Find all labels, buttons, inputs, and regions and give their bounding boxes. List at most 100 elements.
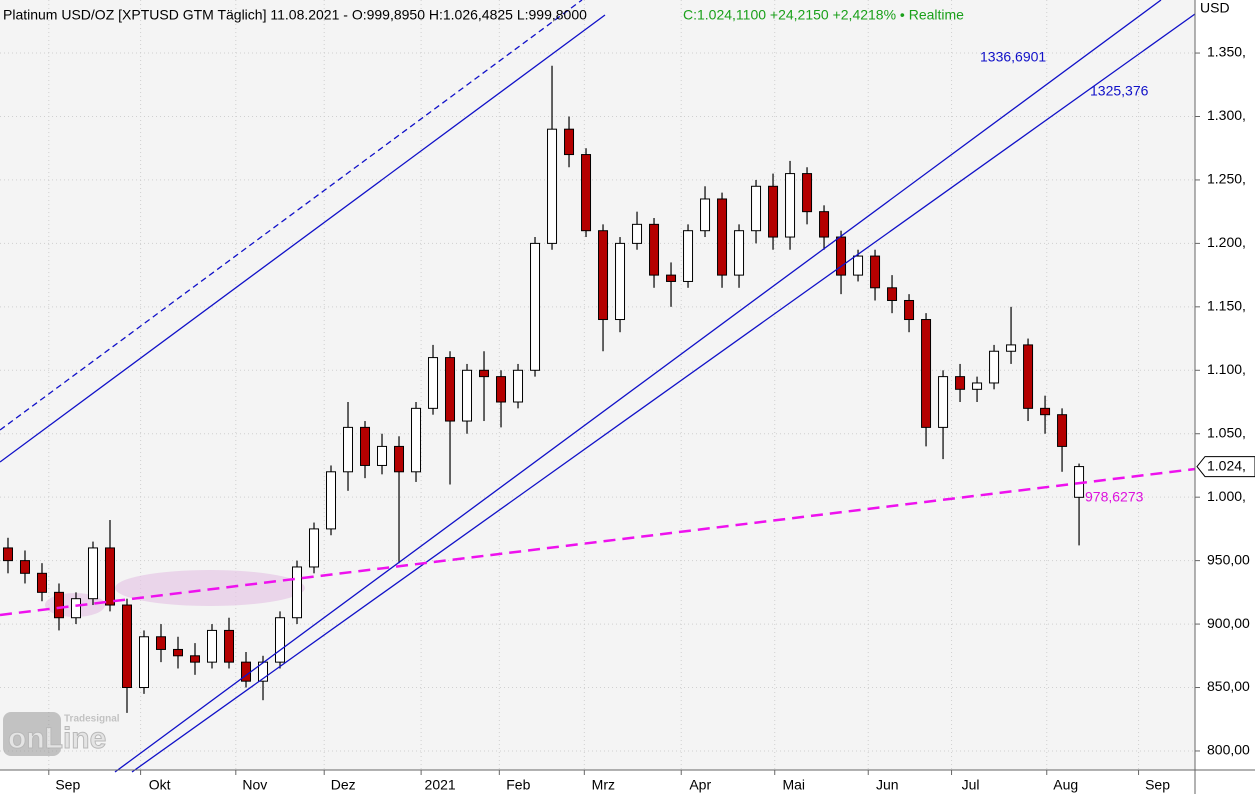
candle-body bbox=[564, 128, 575, 156]
candle-body bbox=[173, 648, 184, 657]
watermark-box bbox=[3, 712, 61, 756]
last-price-label: 1.024, bbox=[1207, 457, 1246, 473]
candle-body bbox=[1006, 344, 1017, 352]
candle-body bbox=[700, 198, 711, 232]
y-tick-label: 1.350, bbox=[1207, 44, 1246, 60]
candle-body bbox=[309, 528, 320, 568]
candle-body bbox=[224, 629, 235, 663]
y-tick-label: 1.000, bbox=[1207, 488, 1246, 504]
candle-body bbox=[292, 566, 303, 619]
candle-body bbox=[632, 223, 643, 244]
candle-body bbox=[121, 604, 132, 689]
candle-body bbox=[360, 426, 371, 466]
y-tick-label: 850,00 bbox=[1207, 678, 1250, 694]
candle-body bbox=[496, 376, 507, 403]
candle-body bbox=[2, 547, 13, 562]
candle-body bbox=[394, 445, 405, 473]
candle-body bbox=[836, 236, 847, 276]
candle-body bbox=[972, 382, 983, 390]
y-tick-label: 800,00 bbox=[1207, 742, 1250, 758]
candle-body bbox=[581, 154, 592, 232]
x-tick-label: Apr bbox=[689, 777, 711, 793]
x-tick-label: Mrz bbox=[592, 777, 615, 793]
candle-body bbox=[513, 369, 524, 403]
candle-body bbox=[921, 319, 932, 428]
candle-body bbox=[768, 185, 779, 238]
annotation: 978,6273 bbox=[1085, 489, 1144, 505]
y-axis-label: USD bbox=[1200, 0, 1230, 16]
candle-body bbox=[819, 211, 830, 238]
candle-body bbox=[1040, 407, 1051, 416]
candle-body bbox=[207, 629, 218, 663]
candle-body bbox=[190, 655, 201, 663]
x-tick-label: Jun bbox=[876, 777, 899, 793]
annotation: 1336,6901 bbox=[980, 49, 1046, 65]
candle-body bbox=[547, 128, 558, 244]
x-tick-label: Sep bbox=[55, 777, 80, 793]
candle-body bbox=[1057, 414, 1068, 447]
candle-body bbox=[104, 547, 115, 606]
candle-body bbox=[530, 242, 541, 371]
y-axis-area bbox=[1195, 0, 1255, 794]
candle-body bbox=[53, 591, 64, 619]
candle-body bbox=[802, 173, 813, 213]
candle-body bbox=[19, 560, 30, 574]
candle-body bbox=[649, 223, 660, 276]
plot-area bbox=[0, 0, 1195, 770]
candle-body bbox=[377, 445, 388, 466]
candle-body bbox=[955, 376, 966, 390]
channel-line bbox=[0, 14, 606, 463]
candle-body bbox=[683, 230, 694, 282]
x-tick-label: Okt bbox=[149, 777, 171, 793]
x-axis-area bbox=[0, 770, 1255, 794]
candle-body bbox=[87, 547, 98, 600]
candle-body bbox=[938, 376, 949, 428]
candle-body bbox=[462, 369, 473, 422]
channel-line bbox=[0, 0, 583, 431]
y-tick-label: 1.250, bbox=[1207, 171, 1246, 187]
candle-body bbox=[989, 350, 1000, 384]
candle-body bbox=[615, 242, 626, 321]
candle-body bbox=[428, 357, 439, 409]
x-tick-label: Aug bbox=[1053, 777, 1078, 793]
candle-body bbox=[853, 255, 864, 276]
candle-body bbox=[479, 369, 490, 378]
candle-body bbox=[734, 230, 745, 276]
y-tick-label: 950,00 bbox=[1207, 551, 1250, 567]
candle-body bbox=[870, 255, 881, 289]
candle-body bbox=[598, 230, 609, 321]
candle-body bbox=[785, 173, 796, 238]
candle-body bbox=[887, 287, 898, 301]
candle-body bbox=[904, 299, 915, 321]
candle-body bbox=[36, 572, 47, 593]
candle-body bbox=[666, 274, 677, 282]
trend-line bbox=[114, 0, 1162, 773]
watermark: Tradesignal onLine bbox=[3, 712, 120, 756]
x-tick-label: Dez bbox=[331, 777, 356, 793]
trend-line bbox=[131, 13, 1196, 773]
candle-body bbox=[138, 636, 149, 689]
x-tick-label: 2021 bbox=[425, 777, 456, 793]
watermark-text: onLine bbox=[8, 722, 106, 755]
annotation: 1325,376 bbox=[1090, 83, 1149, 99]
highlight bbox=[115, 570, 305, 606]
candle-body bbox=[751, 185, 762, 232]
candle-body bbox=[275, 617, 286, 663]
candle-body bbox=[155, 636, 166, 650]
y-tick-label: 1.100, bbox=[1207, 361, 1246, 377]
x-tick-label: Jul bbox=[962, 777, 980, 793]
chart-subtitle: C:1.024,1100 +24,2150 +2,4218% • Realtim… bbox=[683, 7, 964, 23]
candle-body bbox=[343, 426, 354, 473]
y-tick-label: 1.150, bbox=[1207, 298, 1246, 314]
candle-body bbox=[326, 471, 337, 530]
y-tick-label: 1.200, bbox=[1207, 234, 1246, 250]
x-tick-label: Feb bbox=[506, 777, 530, 793]
candles bbox=[2, 65, 1085, 713]
chart-title: Platinum USD/OZ [XPTUSD GTM Täglich] 11.… bbox=[3, 7, 587, 23]
candle-body bbox=[717, 198, 728, 276]
y-tick-label: 1.300, bbox=[1207, 107, 1246, 123]
x-tick-label: Sep bbox=[1145, 777, 1170, 793]
x-tick-label: Nov bbox=[242, 777, 267, 793]
candle-body bbox=[411, 407, 422, 473]
